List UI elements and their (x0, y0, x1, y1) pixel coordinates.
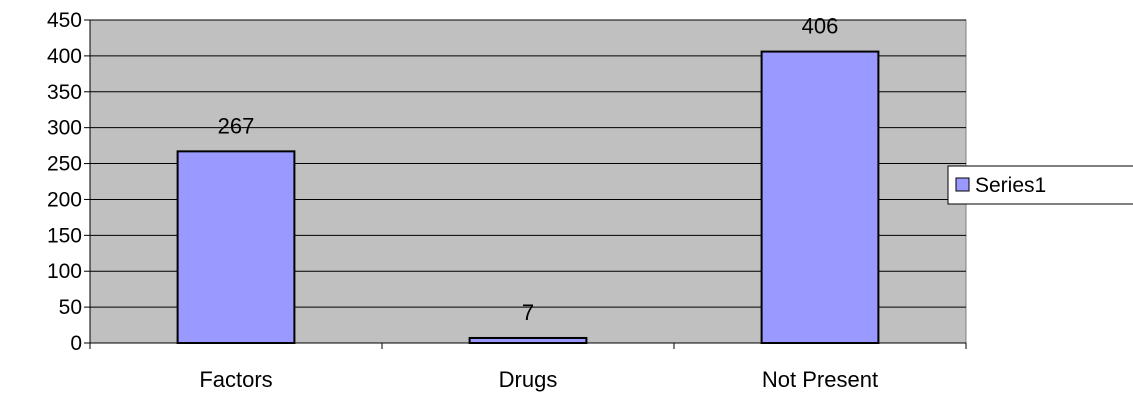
y-tick-label-50: 50 (59, 296, 82, 319)
bar-0 (176, 150, 296, 344)
y-tick-label-200: 200 (47, 188, 82, 211)
y-tick-label-350: 350 (47, 81, 82, 104)
y-tick-label-100: 100 (47, 260, 82, 283)
y-tick-label-450: 450 (47, 9, 82, 32)
x-tick-label-2: Not Present (762, 367, 878, 392)
x-tick-label-1: Drugs (499, 367, 558, 392)
bar-2 (760, 50, 880, 345)
data-label-1: 7 (522, 300, 534, 325)
y-tick-label-250: 250 (47, 153, 82, 176)
x-axis: Factors Drugs Not Present (89, 342, 967, 392)
y-tick-label-300: 300 (47, 117, 82, 140)
legend: Series1 (947, 165, 1133, 205)
y-tick-label-150: 150 (47, 224, 82, 247)
data-label-0: 267 (218, 113, 255, 138)
y-tick-label-400: 400 (47, 45, 82, 68)
bar-1 (468, 336, 588, 344)
legend-box (947, 165, 1133, 205)
legend-label: Series1 (975, 174, 1046, 197)
y-tick-label-0: 0 (70, 332, 82, 355)
data-label-2: 406 (802, 14, 839, 39)
y-axis: 0 50 100 150 200 250 300 350 400 450 (47, 9, 91, 355)
bars (176, 50, 880, 345)
x-tick-label-0: Factors (199, 367, 272, 392)
legend-swatch (955, 177, 970, 192)
data-labels: 267 7 406 (218, 14, 839, 325)
